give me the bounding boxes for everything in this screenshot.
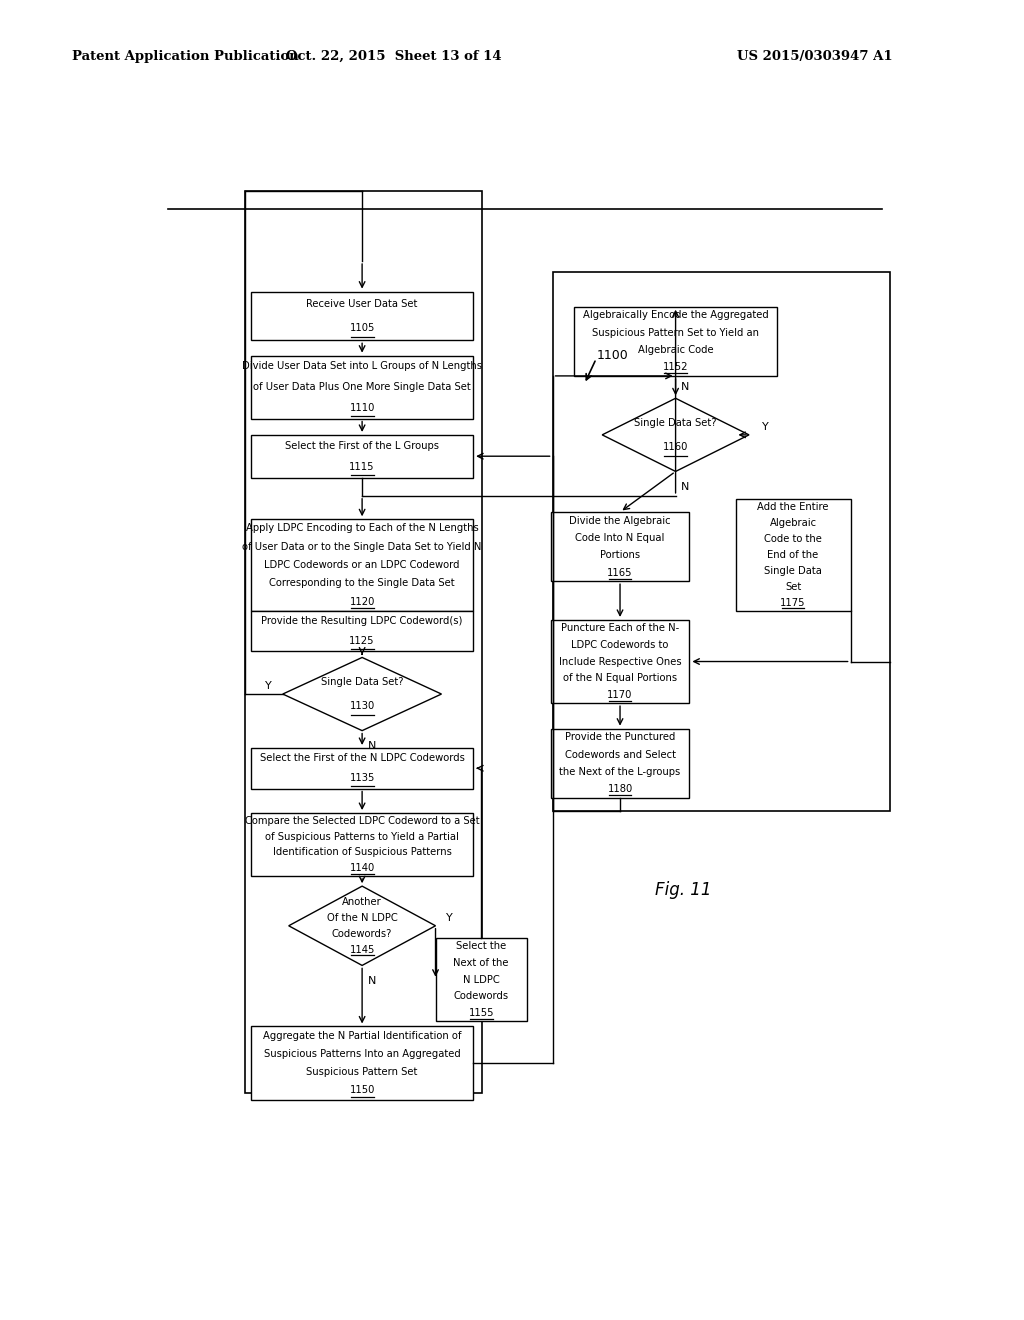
Text: 1175: 1175 <box>780 598 806 607</box>
Text: N: N <box>681 381 689 392</box>
FancyBboxPatch shape <box>251 292 473 341</box>
Text: N: N <box>368 741 376 751</box>
Text: Puncture Each of the N-: Puncture Each of the N- <box>561 623 679 634</box>
Text: 1145: 1145 <box>349 945 375 954</box>
Text: Codewords and Select: Codewords and Select <box>564 750 676 759</box>
Text: 1100: 1100 <box>596 348 628 362</box>
Text: 1165: 1165 <box>607 568 633 578</box>
FancyBboxPatch shape <box>551 729 689 797</box>
Text: Fig. 11: Fig. 11 <box>655 882 712 899</box>
Text: Select the First of the N LDPC Codewords: Select the First of the N LDPC Codewords <box>260 754 465 763</box>
Text: Algebraic: Algebraic <box>769 517 816 528</box>
FancyBboxPatch shape <box>251 813 473 876</box>
Text: Single Data: Single Data <box>764 566 822 576</box>
Text: 1160: 1160 <box>663 442 688 451</box>
FancyBboxPatch shape <box>574 306 777 376</box>
Text: Suspicious Pattern Set: Suspicious Pattern Set <box>306 1067 418 1077</box>
FancyBboxPatch shape <box>251 434 473 478</box>
FancyBboxPatch shape <box>251 611 473 651</box>
Text: Algebraically Encode the Aggregated: Algebraically Encode the Aggregated <box>583 310 768 321</box>
FancyBboxPatch shape <box>251 748 473 788</box>
Text: 1115: 1115 <box>349 462 375 471</box>
Text: Code Into N Equal: Code Into N Equal <box>575 533 665 543</box>
Text: Set: Set <box>785 582 801 591</box>
Text: 1155: 1155 <box>468 1008 494 1018</box>
Text: LDPC Codewords to: LDPC Codewords to <box>571 640 669 649</box>
Text: Codewords?: Codewords? <box>332 929 392 939</box>
Text: 1152: 1152 <box>663 362 688 372</box>
Polygon shape <box>283 657 441 731</box>
Text: 1120: 1120 <box>349 597 375 607</box>
Text: 1110: 1110 <box>349 403 375 413</box>
Text: Algebraic Code: Algebraic Code <box>638 345 714 355</box>
Text: Aggregate the N Partial Identification of: Aggregate the N Partial Identification o… <box>263 1031 462 1040</box>
Text: Y: Y <box>265 681 271 690</box>
Text: 1135: 1135 <box>349 774 375 783</box>
FancyBboxPatch shape <box>551 620 689 704</box>
Text: of the N Equal Portions: of the N Equal Portions <box>563 673 677 684</box>
Text: Code to the: Code to the <box>764 533 822 544</box>
Text: Single Data Set?: Single Data Set? <box>321 677 403 686</box>
Text: Single Data Set?: Single Data Set? <box>634 417 717 428</box>
Text: Add the Entire: Add the Entire <box>758 502 828 512</box>
Text: 1180: 1180 <box>607 784 633 795</box>
Text: Next of the: Next of the <box>454 958 509 968</box>
Text: of Suspicious Patterns to Yield a Partial: of Suspicious Patterns to Yield a Partia… <box>265 832 459 842</box>
FancyBboxPatch shape <box>551 512 689 581</box>
Text: the Next of the L-groups: the Next of the L-groups <box>559 767 681 776</box>
Text: of User Data or to the Single Data Set to Yield N: of User Data or to the Single Data Set t… <box>243 541 482 552</box>
Text: Oct. 22, 2015  Sheet 13 of 14: Oct. 22, 2015 Sheet 13 of 14 <box>287 50 502 63</box>
Text: 1130: 1130 <box>349 701 375 711</box>
FancyBboxPatch shape <box>735 499 851 611</box>
Text: of User Data Plus One More Single Data Set: of User Data Plus One More Single Data S… <box>253 381 471 392</box>
FancyBboxPatch shape <box>251 519 473 611</box>
FancyBboxPatch shape <box>251 1027 473 1100</box>
Text: Include Respective Ones: Include Respective Ones <box>559 656 681 667</box>
Text: Divide the Algebraic: Divide the Algebraic <box>569 516 671 525</box>
Text: Receive User Data Set: Receive User Data Set <box>306 298 418 309</box>
Text: N: N <box>368 975 376 986</box>
Text: N LDPC: N LDPC <box>463 974 500 985</box>
Text: Select the First of the L Groups: Select the First of the L Groups <box>285 441 439 450</box>
Text: Y: Y <box>446 912 454 923</box>
Text: Select the: Select the <box>456 941 506 952</box>
Text: LDPC Codewords or an LDPC Codeword: LDPC Codewords or an LDPC Codeword <box>264 560 460 570</box>
Text: Y: Y <box>762 421 768 432</box>
Text: Apply LDPC Encoding to Each of the N Lengths: Apply LDPC Encoding to Each of the N Len… <box>246 523 478 533</box>
FancyBboxPatch shape <box>435 939 526 1022</box>
Text: Suspicious Pattern Set to Yield an: Suspicious Pattern Set to Yield an <box>592 327 759 338</box>
Text: Suspicious Patterns Into an Aggregated: Suspicious Patterns Into an Aggregated <box>264 1049 461 1059</box>
Text: End of the: End of the <box>767 550 818 560</box>
Text: Provide the Resulting LDPC Codeword(s): Provide the Resulting LDPC Codeword(s) <box>261 616 463 626</box>
Text: 1140: 1140 <box>349 863 375 873</box>
Text: Divide User Data Set into L Groups of N Lengths: Divide User Data Set into L Groups of N … <box>242 362 482 371</box>
Text: Patent Application Publication: Patent Application Publication <box>72 50 298 63</box>
Text: Compare the Selected LDPC Codeword to a Set: Compare the Selected LDPC Codeword to a … <box>245 816 479 826</box>
FancyBboxPatch shape <box>251 355 473 418</box>
Polygon shape <box>289 886 435 965</box>
Text: Another: Another <box>342 898 382 907</box>
Text: 1170: 1170 <box>607 690 633 700</box>
Text: N: N <box>681 482 689 491</box>
Text: 1150: 1150 <box>349 1085 375 1096</box>
Text: Provide the Punctured: Provide the Punctured <box>565 733 675 742</box>
Text: Corresponding to the Single Data Set: Corresponding to the Single Data Set <box>269 578 455 589</box>
Text: Of the N LDPC: Of the N LDPC <box>327 913 397 923</box>
Text: 1125: 1125 <box>349 636 375 647</box>
Text: Codewords: Codewords <box>454 991 509 1002</box>
Text: Portions: Portions <box>600 550 640 560</box>
Text: Identification of Suspicious Patterns: Identification of Suspicious Patterns <box>272 847 452 858</box>
Text: 1105: 1105 <box>349 323 375 333</box>
Polygon shape <box>602 399 749 471</box>
Text: US 2015/0303947 A1: US 2015/0303947 A1 <box>737 50 893 63</box>
